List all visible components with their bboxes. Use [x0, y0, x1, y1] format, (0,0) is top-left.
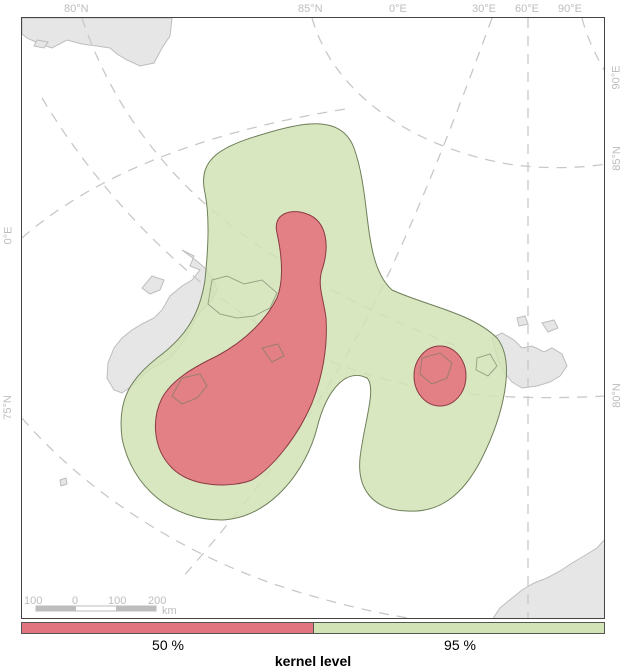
legend-swatch-95	[313, 623, 604, 633]
svalbard-north-land	[141, 275, 165, 295]
scale-tick-label: 200	[148, 595, 167, 607]
franz-josef-islet-1	[541, 319, 559, 333]
legend-title: kernel level	[274, 653, 352, 669]
scale-bar	[35, 605, 157, 612]
graticule-label-top-0e: 0°E	[389, 3, 407, 15]
graticule-label-right-85n: 85°N	[610, 146, 623, 171]
graticule-label-right-80n: 80°N	[610, 383, 623, 408]
legend-swatch-50	[22, 623, 314, 633]
small-islet	[59, 477, 68, 487]
graticule-lat-85	[311, 18, 604, 169]
graticule-label-top-90e: 90°E	[558, 3, 582, 15]
graticule-label-top-60e: 60°E	[515, 3, 539, 15]
coast-detail-layer	[171, 275, 498, 405]
scale-tick-label: 100	[108, 595, 127, 607]
franz-josef-land	[491, 332, 568, 389]
kernel-50-main	[154, 211, 327, 486]
franz-josef-islet-2	[516, 315, 529, 327]
land-layer	[22, 18, 604, 618]
graticule-label-top-85n: 85°N	[298, 3, 323, 15]
map-canvas	[22, 18, 604, 618]
legend-label-50: 50 %	[152, 637, 184, 653]
graticule-label-right-90e: 90°E	[610, 65, 623, 90]
graticule-meridian-0	[22, 107, 353, 239]
scale-tick-label: 100	[24, 595, 43, 607]
legend-color-bar	[21, 622, 605, 634]
greenland-islet	[33, 39, 49, 49]
scale-tick-label: 0	[72, 595, 79, 607]
graticule-label-top-30e: 30°E	[472, 3, 496, 15]
graticule-label-left-0e: 0°E	[2, 226, 15, 245]
novaya-zemlya-land	[492, 539, 604, 618]
kernel-50-east	[413, 345, 467, 407]
graticule-label-left-75n: 75°N	[1, 395, 14, 420]
graticule-label-top-80n: 80°N	[64, 3, 89, 15]
scale-unit-label: km	[162, 605, 177, 617]
graticule-lat-75	[22, 417, 413, 618]
map-panel[interactable]: 80°N 85°N 0°E 30°E 60°E 90°E	[21, 17, 605, 619]
legend-label-95: 95 %	[444, 637, 476, 653]
graticule-meridian-90	[581, 18, 604, 71]
